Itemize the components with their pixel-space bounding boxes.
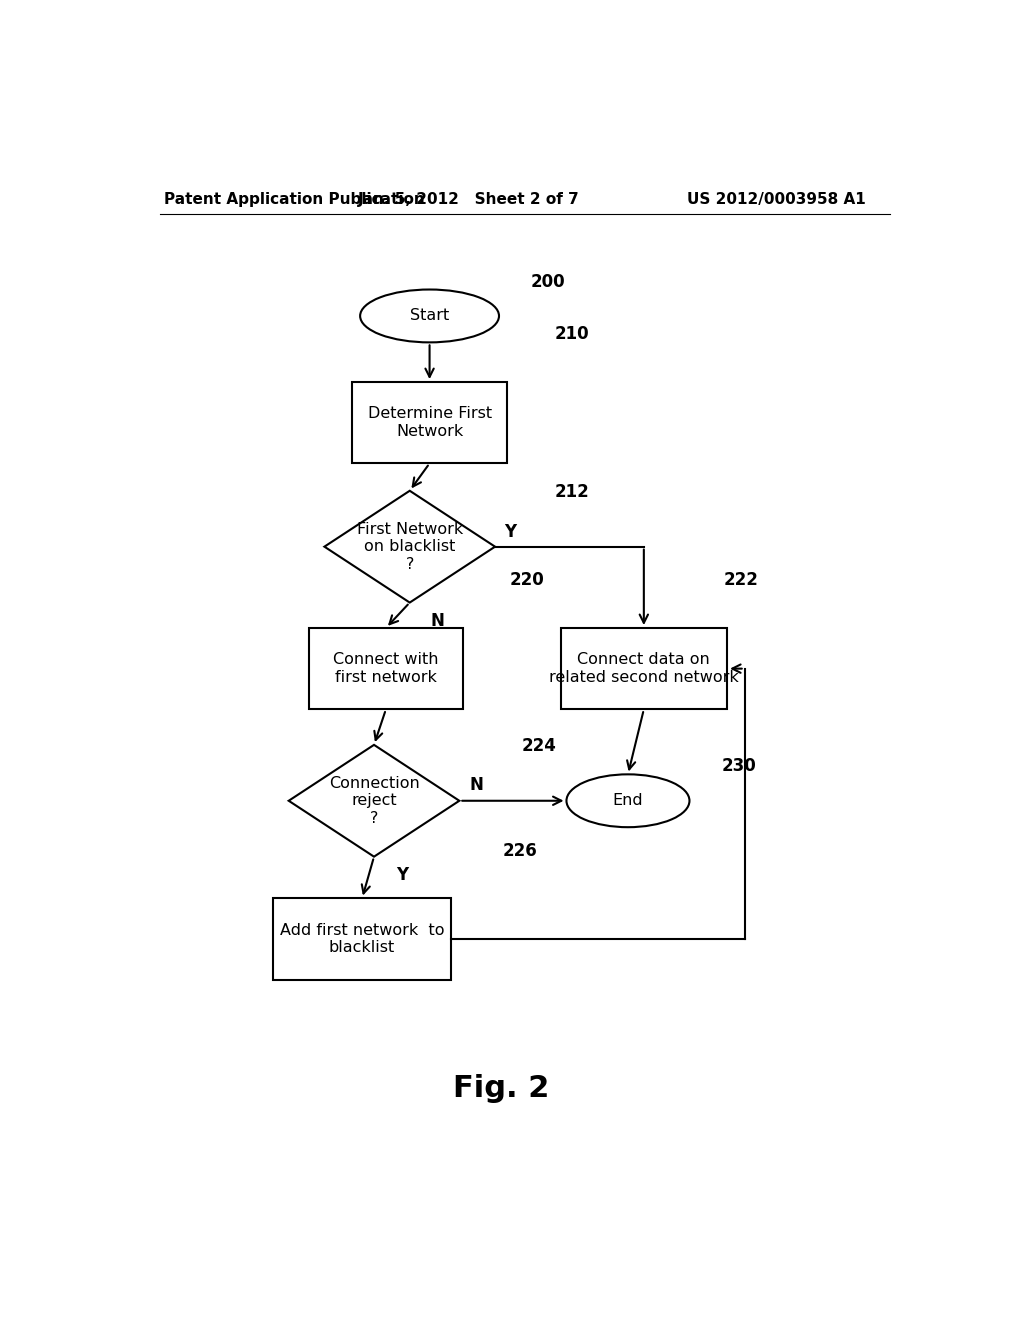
Text: Connection
reject
?: Connection reject ?: [329, 776, 420, 826]
Text: Start: Start: [410, 309, 450, 323]
Bar: [272, 899, 452, 979]
Text: N: N: [470, 776, 483, 793]
Text: 200: 200: [530, 272, 565, 290]
Bar: [352, 381, 507, 463]
Text: Y: Y: [395, 866, 408, 884]
Text: 224: 224: [521, 737, 556, 755]
Text: 230: 230: [721, 758, 756, 775]
Text: First Network
on blacklist
?: First Network on blacklist ?: [356, 521, 463, 572]
Text: N: N: [430, 612, 444, 630]
Text: End: End: [612, 793, 643, 808]
Text: 222: 222: [723, 572, 758, 589]
Text: Fig. 2: Fig. 2: [453, 1074, 549, 1104]
Text: Jan. 5, 2012   Sheet 2 of 7: Jan. 5, 2012 Sheet 2 of 7: [358, 191, 581, 206]
Text: 220: 220: [509, 572, 544, 589]
Text: US 2012/0003958 A1: US 2012/0003958 A1: [687, 191, 866, 206]
Bar: [308, 628, 463, 709]
Text: Y: Y: [505, 524, 517, 541]
Text: 210: 210: [555, 326, 589, 343]
Text: Connect data on
related second network: Connect data on related second network: [549, 652, 738, 685]
Text: Determine First
Network: Determine First Network: [368, 407, 492, 438]
Text: Connect with
first network: Connect with first network: [333, 652, 438, 685]
Text: Add first network  to
blacklist: Add first network to blacklist: [280, 923, 444, 956]
Text: 226: 226: [503, 842, 538, 859]
Text: Patent Application Publication: Patent Application Publication: [164, 191, 425, 206]
Text: 212: 212: [555, 483, 589, 500]
Bar: [560, 628, 727, 709]
